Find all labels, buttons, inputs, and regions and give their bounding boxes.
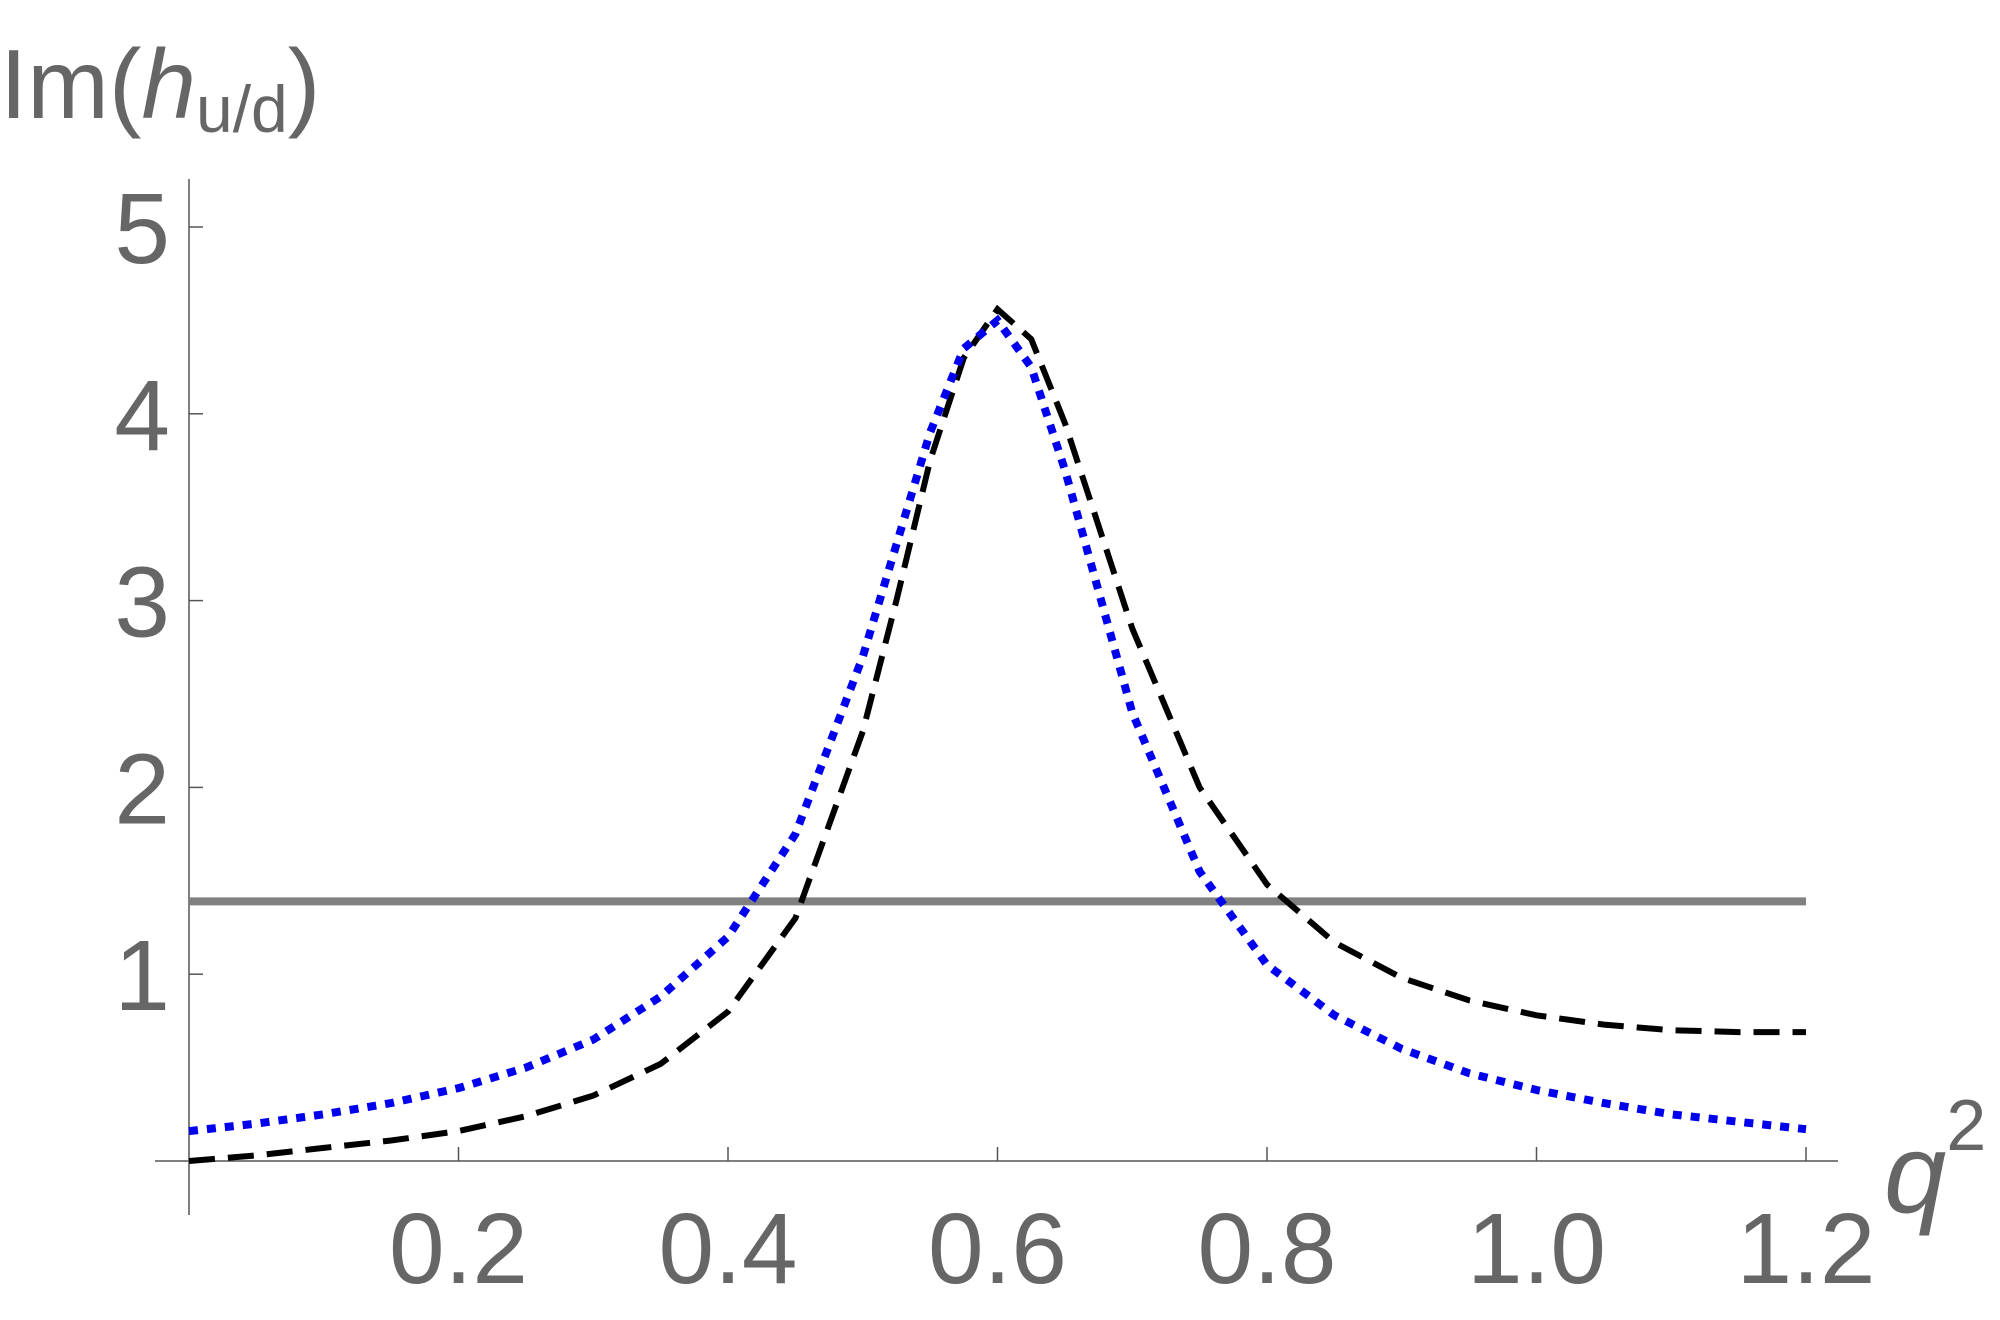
y-tick-label: 1 (114, 920, 170, 1032)
y-tick-label: 4 (114, 360, 170, 472)
y-label-symbol: h (142, 29, 197, 139)
x-tick-label: 0.2 (389, 1193, 528, 1305)
series-line (188, 304, 1806, 1164)
x-tick-label: 0.4 (658, 1193, 797, 1305)
x-axis-label: q2 (1884, 1086, 1986, 1236)
x-tick-label: 1.0 (1467, 1193, 1606, 1305)
y-label-subscript: u/d (196, 72, 288, 146)
x-tick-label: 0.8 (1197, 1193, 1336, 1305)
x-tick-label: 1.2 (1736, 1193, 1875, 1305)
x-label-symbol: q (1884, 1111, 1946, 1236)
y-tick-label: 2 (114, 733, 170, 845)
x-label-superscript: 2 (1946, 1086, 1986, 1166)
series-line (188, 314, 1807, 1136)
y-axis-label: Im(hu/d) (0, 29, 320, 146)
y-tick-label: 3 (114, 547, 170, 659)
y-label-prefix: Im( (0, 29, 142, 139)
y-label-suffix: ) (288, 29, 321, 139)
x-tick-label: 0.6 (928, 1193, 1067, 1305)
y-tick-label: 5 (114, 173, 170, 285)
